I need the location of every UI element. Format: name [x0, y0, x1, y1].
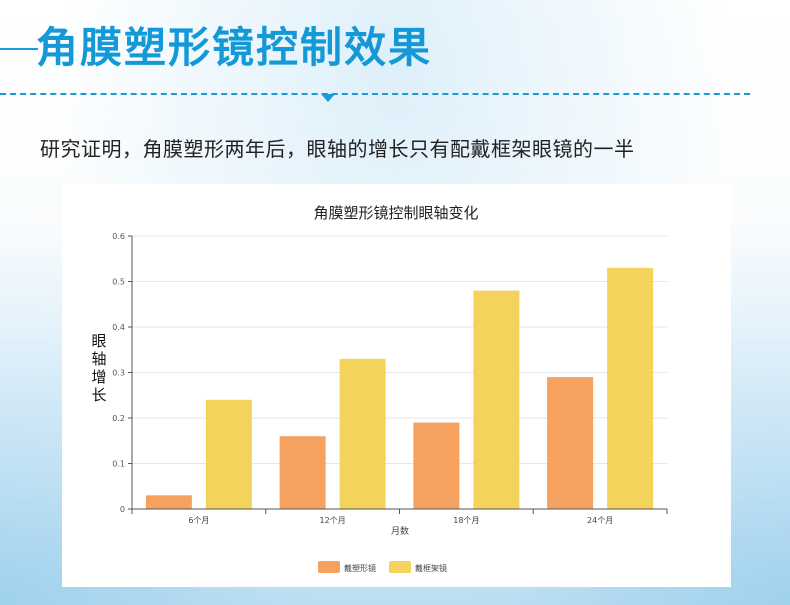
legend-item[interactable]: 戴塑形镜 — [318, 561, 376, 573]
x-tick-label: 6个月 — [188, 516, 209, 525]
legend[interactable]: 戴塑形镜 戴框架镜 — [318, 561, 447, 573]
y-axis-label-char: 增 — [91, 368, 106, 386]
bar-chart: 角膜塑形镜控制眼轴变化 0 0.1 0.2 0.3 0.4 0.5 0.6 6个月 12个月 18… — [91, 204, 668, 573]
legend-label: 戴塑形镜 — [344, 563, 376, 573]
page-title: 角膜塑形镜控制效果 — [36, 23, 433, 72]
divider-pointer-icon — [321, 94, 335, 102]
legend-swatch — [389, 561, 411, 573]
bar — [413, 422, 460, 509]
y-tick-label: 0.5 — [112, 278, 125, 287]
bar — [473, 290, 520, 509]
axes: 0 0.1 0.2 0.3 0.4 0.5 0.6 6个月 12个月 18个月 24个月 — [112, 232, 668, 525]
bar — [279, 436, 326, 509]
bar — [339, 358, 386, 509]
x-axis-label: 月数 — [391, 525, 409, 537]
chart-title: 角膜塑形镜控制眼轴变化 — [313, 204, 478, 222]
y-tick-label: 0.6 — [112, 232, 125, 241]
y-tick-label: 0.1 — [112, 460, 125, 469]
legend-label: 戴框架镜 — [415, 563, 447, 573]
bar — [547, 377, 594, 509]
header-divider — [0, 93, 750, 95]
y-tick-label: 0.4 — [112, 323, 125, 332]
legend-item[interactable]: 戴框架镜 — [389, 561, 447, 573]
chart-panel: 角膜塑形镜控制眼轴变化 0 0.1 0.2 0.3 0.4 0.5 0.6 6个月 12个月 18… — [62, 184, 731, 587]
bars — [145, 267, 654, 509]
y-axis-label-char: 轴 — [91, 350, 106, 368]
page-subtitle: 研究证明，角膜塑形两年后，眼轴的增长只有配戴框架眼镜的一半 — [40, 137, 635, 161]
bar — [607, 267, 654, 509]
bar — [145, 495, 192, 509]
y-tick-label: 0.3 — [112, 369, 125, 378]
x-tick-label: 12个月 — [320, 516, 346, 525]
y-axis-label-char: 眼 — [91, 332, 106, 350]
x-tick-label: 24个月 — [587, 516, 613, 525]
legend-swatch — [318, 561, 340, 573]
y-axis-label-char: 长 — [91, 386, 106, 404]
bar — [205, 399, 252, 509]
x-tick-label: 18个月 — [453, 516, 479, 525]
header-accent-line — [0, 48, 38, 50]
y-tick-label: 0.2 — [112, 414, 125, 423]
y-tick-label: 0 — [120, 505, 125, 514]
